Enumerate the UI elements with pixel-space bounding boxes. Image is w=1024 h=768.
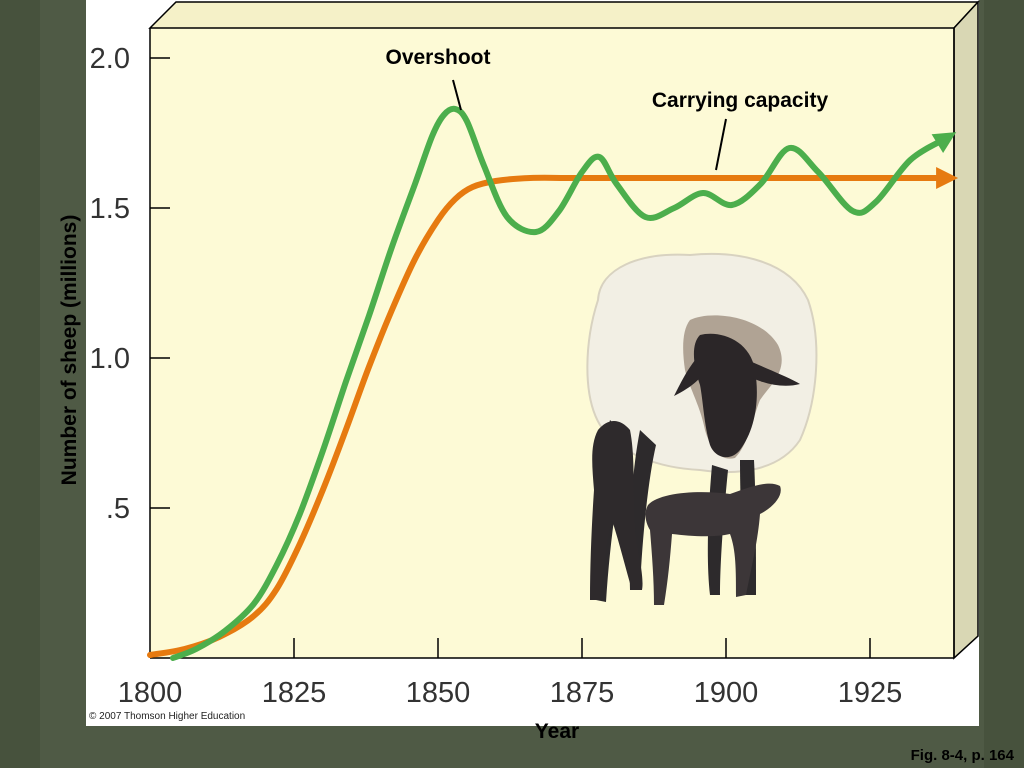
background-shade-left	[0, 0, 40, 768]
overshoot-label: Overshoot	[385, 46, 490, 69]
y-tick-label: .5	[106, 493, 130, 525]
background-shade-right	[984, 0, 1024, 768]
x-tick-label: 1925	[838, 677, 903, 709]
x-axis-title: Year	[535, 720, 579, 743]
sheep-illustration	[586, 252, 818, 605]
y-tick-label: 1.0	[90, 343, 130, 375]
y-tick-label: 2.0	[90, 43, 130, 75]
x-tick-label: 1850	[406, 677, 471, 709]
x-tick-label: 1875	[550, 677, 615, 709]
x-tick-label: 1900	[694, 677, 759, 709]
population-arrowhead	[931, 132, 957, 153]
x-axis-ticks: 1800 1825 1850 1875 1900 1925	[118, 638, 903, 709]
x-tick-label: 1825	[262, 677, 327, 709]
population-line	[170, 105, 948, 661]
lamb-nursing	[590, 421, 643, 600]
ewe-head	[693, 333, 757, 458]
carrying-capacity-arrowhead	[936, 167, 959, 189]
y-tick-label: 1.5	[90, 193, 130, 225]
figure-reference: Fig. 8-4, p. 164	[910, 747, 1014, 764]
ewe-ear-right	[752, 362, 800, 386]
carrying-capacity-pointer	[715, 118, 727, 171]
y-axis-ticks: .5 1.0 1.5 2.0	[90, 43, 170, 525]
overshoot-pointer	[452, 79, 462, 111]
ewe-ear-left	[674, 350, 710, 396]
copyright-notice: © 2007 Thomson Higher Education	[89, 711, 246, 722]
plot-area	[150, 28, 954, 658]
carrying-capacity-label: Carrying capacity	[652, 89, 829, 112]
lamb-standing	[645, 483, 781, 605]
x-tick-label: 1800	[118, 677, 183, 709]
box-side-face	[953, 0, 979, 660]
y-axis-title: Number of sheep (millions)	[58, 215, 81, 486]
box-top-face	[148, 1, 980, 29]
